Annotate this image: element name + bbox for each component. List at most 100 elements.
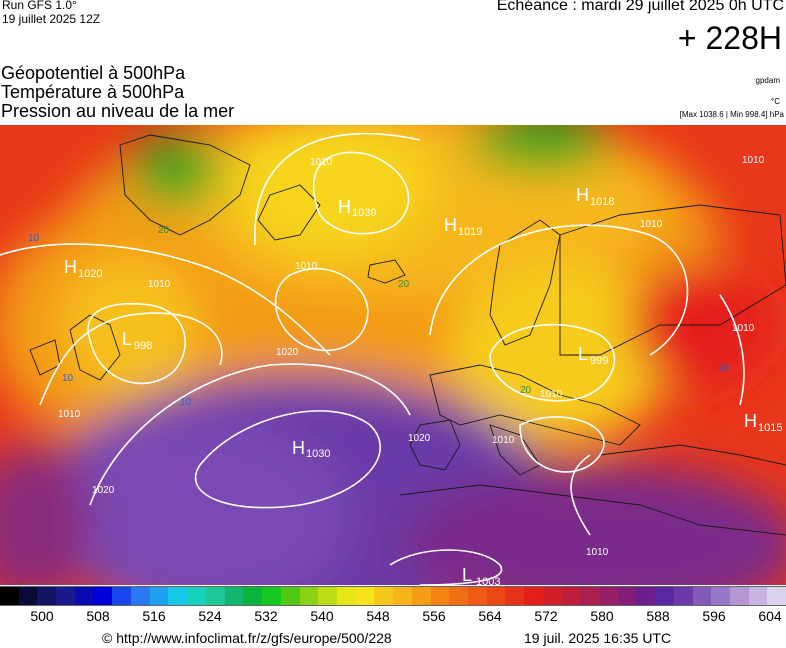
temperature-labels: 10 20 10 10 20 20 10 [28,225,730,408]
color-scale-tick-label: 524 [198,608,222,624]
color-scale-cell [168,587,188,605]
color-scale-cell [636,587,656,605]
color-scale-cell [393,587,412,605]
svg-text:H: H [292,438,305,458]
color-scale-tick-label: 580 [590,608,614,624]
pressure-center: H 1015 [744,411,782,434]
isobar-label: 1010 [295,261,318,272]
color-scale-tick-label: 500 [30,608,54,624]
svg-text:1018: 1018 [590,196,614,208]
isobars [0,132,745,585]
color-scale-cell [617,587,637,605]
color-scale-tick-label: 588 [646,608,670,624]
color-scale-cell [355,587,375,605]
color-scale-tick-label: 572 [534,608,558,624]
color-scale-tick-label: 556 [422,608,446,624]
temperature-label: 10 [28,233,40,244]
color-scale-cell [580,587,599,605]
svg-text:H: H [744,411,757,431]
run-date: 19 juillet 2025 12Z [2,12,101,26]
color-scale-cell [411,587,431,605]
temperature-label: 10 [62,373,74,384]
color-scale-cell [599,587,618,605]
color-scale-cell [692,587,712,605]
isobar-label: 1020 [408,433,431,444]
source-url: © http://www.infoclimat.fr/z/gfs/europe/… [102,630,392,646]
pressure-center: H 1039 [338,197,376,219]
pressure-center: H 1018 [576,185,614,208]
color-scale-cell [262,587,281,605]
color-scale-cell [37,587,57,605]
color-scale-tick-label: 604 [758,608,782,624]
temperature-label: 10 [718,363,730,374]
pressure-center: H 1030 [292,438,330,460]
color-scale-cell [56,587,75,605]
color-scale-cell [318,587,337,605]
forecast-valid-time: Echéance : mardi 29 juillet 2025 0h UTC [496,0,784,14]
isobar-label: 1010 [540,389,563,400]
color-scale-bar [0,586,786,606]
color-scale-cell [542,587,562,605]
pressure-center: L 1003 [462,565,500,585]
color-scale-cell [430,587,450,605]
svg-text:1030: 1030 [306,448,330,460]
color-scale-cell [74,587,94,605]
color-scale-cell [730,587,749,605]
svg-text:L: L [462,565,472,585]
isobar-label: 1010 [732,323,755,334]
svg-text:1015: 1015 [758,422,782,434]
color-scale-cell [0,587,19,605]
color-scale-cell [467,587,487,605]
color-scale-cell [131,587,150,605]
pressure-center: L 999 [578,344,608,367]
color-scale-tick-label: 564 [478,608,502,624]
temperature-label: 20 [520,385,532,396]
temperature-label: 20 [398,279,410,290]
color-scale-cell [336,587,356,605]
color-scale-cell [673,587,693,605]
svg-text:1003: 1003 [476,576,500,585]
color-scale-cell [486,587,506,605]
generated-timestamp: 19 juil. 2025 16:35 UTC [524,630,672,646]
color-scale-tick-label: 532 [254,608,278,624]
isobar-label: 1010 [586,547,609,558]
color-scale-tick-label: 540 [310,608,334,624]
color-scale-cell [112,587,132,605]
color-scale-tick-label: 508 [86,608,110,624]
isobar-label: 1010 [640,219,663,230]
svg-text:H: H [576,185,589,205]
color-scale-tick-label: 548 [366,608,390,624]
color-scale-cell [449,587,468,605]
color-scale-cell [280,587,300,605]
isobar-label: 1020 [276,347,299,358]
svg-text:L: L [578,344,588,364]
color-scale-cell [374,587,394,605]
pressure-range: [Max 1038.6 | Min 998.4] hPa [679,110,784,119]
parameter-pressure: Pression au niveau de la mer [1,101,235,121]
color-scale-tick-label: 596 [702,608,726,624]
color-scale-cell [767,587,786,605]
unit-temperature: °C [771,97,780,106]
svg-text:H: H [338,197,351,217]
isobar-label: 1010 [492,435,515,446]
temperature-label: 20 [158,225,170,236]
color-scale-cell [243,587,263,605]
pressure-center: H 1019 [444,215,482,238]
color-scale-cell [187,587,206,605]
lead-time: + 228H [677,20,782,56]
pressure-centers: H 1039 H 1018 H 1019 H 1020 L 998 L 999 … [64,185,782,585]
color-scale-cell [655,587,674,605]
color-scale-cell [205,587,225,605]
svg-text:1019: 1019 [458,226,482,238]
temperature-label: 10 [180,397,192,408]
svg-text:1039: 1039 [352,207,376,219]
isobar-label: 1010 [148,279,171,290]
color-scale-cell [711,587,731,605]
isobar-labels: 1010 1010 1010 1010 1010 1020 1020 1020 … [58,155,765,558]
color-scale-cell [748,587,768,605]
svg-text:1020: 1020 [78,268,102,280]
parameter-geopotential: Géopotentiel à 500hPa [1,63,186,83]
unit-geopotential: gpdam [755,76,780,85]
isobar-label: 1010 [58,409,81,420]
svg-text:L: L [122,329,132,349]
